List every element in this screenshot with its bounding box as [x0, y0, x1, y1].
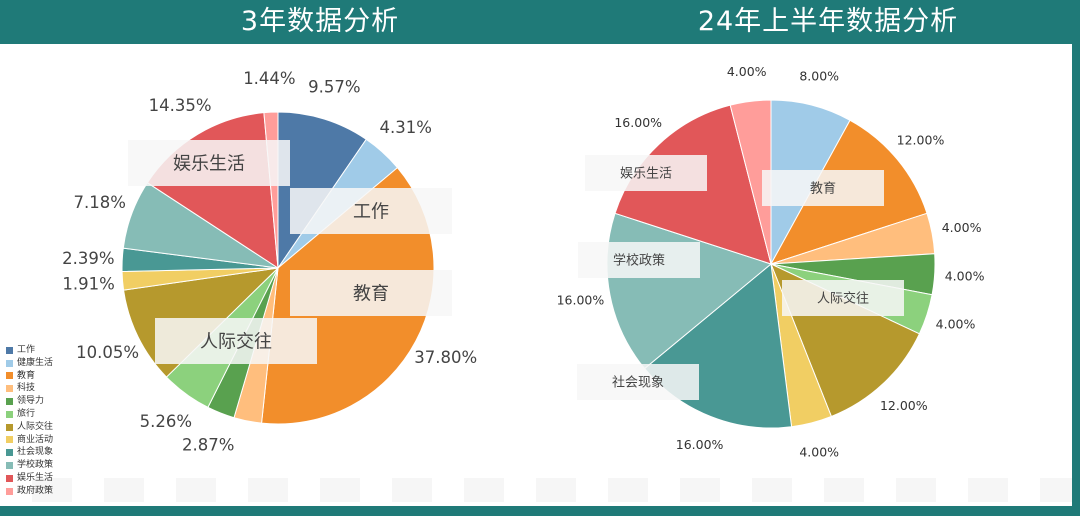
legend-label: 工作: [17, 345, 36, 355]
legend-item: 健康生活: [6, 357, 53, 370]
legend-item: 政府政策: [6, 485, 53, 498]
legend-label: 旅行: [17, 408, 36, 419]
data-label: 10.05%: [76, 343, 139, 362]
data-label: 4.00%: [945, 269, 985, 284]
legend-label: 商业活动: [17, 434, 54, 445]
data-label: 4.00%: [727, 64, 767, 79]
legend-item: 领导力: [6, 395, 53, 408]
legend-label: 领导力: [17, 396, 45, 407]
data-label: 16.00%: [557, 293, 605, 308]
legend-label: 娱乐生活: [17, 472, 54, 483]
legend-label: 科技: [17, 383, 36, 394]
data-label: 2.87%: [182, 436, 234, 455]
legend-item: 工作: [6, 344, 53, 357]
annotation-box: [577, 364, 699, 400]
legend-item: 科技: [6, 382, 53, 395]
chart-title-left: 3年数据分析: [240, 6, 400, 37]
legend-swatch: [6, 487, 13, 495]
legend-swatch: [6, 385, 13, 393]
annotation-box: [578, 242, 700, 278]
legend-item: 商业活动: [6, 434, 53, 447]
legend-swatch: [6, 398, 13, 406]
annotation-label: 社会现象: [612, 375, 664, 391]
legend-swatch: [6, 423, 13, 431]
annotation-label: 工作: [353, 201, 389, 222]
data-label: 12.00%: [897, 133, 945, 148]
legend-swatch: [6, 436, 13, 444]
legend-swatch: [6, 372, 13, 380]
annotation-box: [290, 270, 452, 316]
legend-swatch: [6, 474, 13, 482]
annotation-label: 教育: [353, 283, 389, 304]
data-label: 9.57%: [308, 77, 360, 96]
annotation-box: [585, 155, 707, 191]
annotation-label: 娱乐生活: [620, 167, 672, 182]
legend-item: 教育: [6, 370, 53, 383]
legend: 工作健康生活教育科技领导力 旅行人际交往商业活动社会现象学校政策 娱乐生活政府政策: [6, 344, 53, 498]
annotation-label: 人际交往: [817, 291, 869, 307]
pie-slice: [729, 99, 772, 265]
annotation-box: [762, 170, 884, 206]
legend-label: 健康生活: [17, 357, 54, 368]
header-bar: 3年数据分析 24年上半年数据分析: [0, 0, 1080, 44]
legend-swatch: [6, 346, 13, 354]
data-label: 4.31%: [379, 118, 431, 137]
legend-item: 社会现象: [6, 446, 53, 459]
annotation-box: [290, 188, 452, 234]
data-label: 5.26%: [140, 412, 192, 431]
legend-label: 学校政策: [17, 460, 54, 471]
legend-item: 旅行: [6, 408, 53, 421]
legend-item: 学校政策: [6, 459, 53, 472]
legend-swatch: [6, 359, 13, 367]
legend-item: 娱乐生活: [6, 472, 53, 485]
legend-swatch: [6, 449, 13, 457]
legend-label: 教育: [17, 370, 36, 381]
data-label: 4.00%: [942, 220, 982, 235]
data-label: 37.80%: [414, 348, 477, 367]
annotation-box: [155, 318, 317, 364]
data-label: 2.39%: [62, 249, 114, 268]
pie-chart-0: 9.57% 4.31% 37.80% 2.87% 5.26% 10.05% 1.91% 2.3…: [62, 69, 477, 455]
legend-swatch: [6, 462, 13, 470]
data-label: 8.00%: [799, 69, 839, 84]
footer-stripe: [0, 478, 1072, 502]
annotation-box: [128, 140, 290, 186]
legend-item: 人际交往: [6, 421, 53, 434]
data-label: 1.91%: [62, 275, 114, 294]
legend-swatch: [6, 410, 13, 418]
data-label: 16.00%: [676, 437, 724, 452]
data-label: 4.00%: [936, 316, 976, 331]
annotation-label: 娱乐生活: [173, 153, 245, 174]
legend-label: 社会现象: [17, 447, 54, 458]
chart-title-right: 24年上半年数据分析: [697, 6, 959, 37]
data-label: 14.35%: [149, 96, 212, 115]
annotation-label: 学校政策: [613, 253, 665, 269]
data-label: 4.00%: [799, 444, 839, 459]
data-label: 12.00%: [880, 398, 928, 413]
data-label: 1.44%: [243, 69, 295, 88]
legend-label: 政府政策: [17, 485, 54, 496]
data-label: 16.00%: [614, 115, 662, 130]
pie-chart-1: 8.00% 12.00% 4.00% 4.00% 4.00% 12.00% 4.00% 16.…: [557, 64, 985, 459]
legend-label: 人际交往: [17, 421, 54, 432]
annotation-label: 人际交往: [200, 331, 272, 352]
data-label: 7.18%: [73, 193, 125, 212]
annotation-label: 教育: [810, 181, 836, 197]
annotation-box: [782, 280, 904, 316]
